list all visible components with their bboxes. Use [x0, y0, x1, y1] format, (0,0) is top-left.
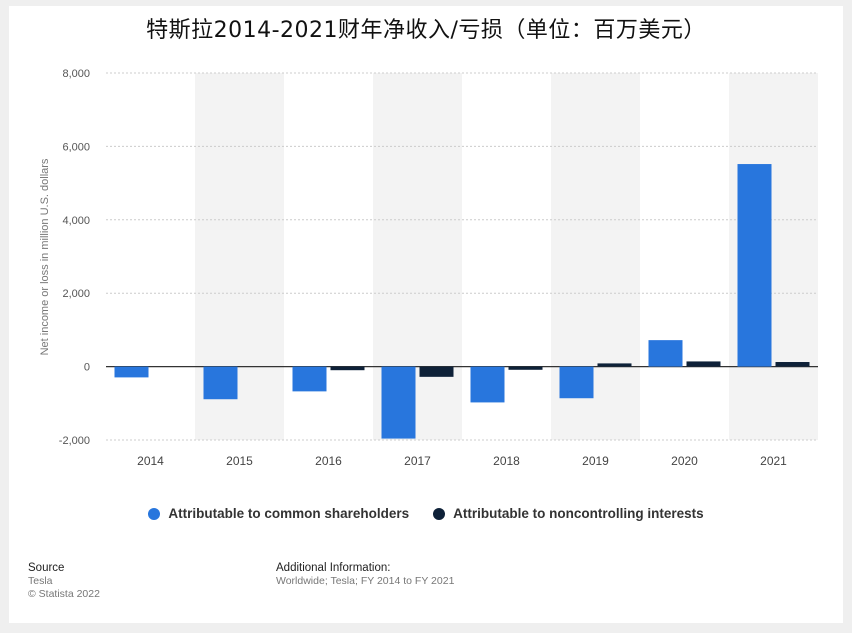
bar-common-2021 — [737, 164, 772, 367]
bar-noncontrolling-2020 — [686, 361, 721, 367]
x-tick-label: 2017 — [404, 454, 431, 468]
source-heading[interactable]: Source — [28, 562, 65, 574]
chart-title: 特斯拉2014-2021财年净收入/亏损（单位：百万美元） — [146, 18, 706, 43]
y-axis-label: Net income or loss in million U.S. dolla… — [39, 158, 51, 355]
additional-info-block: Additional Information: Worldwide; Tesla… — [276, 561, 454, 588]
bar-common-2017 — [381, 366, 416, 439]
bar-noncontrolling-2018 — [508, 366, 543, 370]
bar-common-2015 — [203, 366, 238, 400]
legend-label-common-shareholders: Attributable to common shareholders — [168, 506, 410, 521]
legend-dot-noncontrolling-interests — [433, 507, 446, 520]
source-block: Source Tesla © Statista 2022 — [28, 561, 100, 601]
bar-noncontrolling-2017 — [419, 366, 454, 377]
y-tick-label: 8,000 — [62, 68, 90, 80]
additional-info-heading[interactable]: Additional Information: — [276, 562, 391, 574]
legend-item-noncontrolling-interests[interactable]: Attributable to noncontrolling interests — [433, 506, 704, 521]
x-tick-label: 2021 — [760, 454, 787, 468]
legend-label-noncontrolling-interests: Attributable to noncontrolling interests — [453, 506, 704, 521]
legend: Attributable to common shareholders Attr… — [0, 506, 852, 521]
bar-common-2014 — [114, 366, 149, 378]
x-tick-label: 2019 — [582, 454, 609, 468]
y-tick-label: 4,000 — [62, 215, 90, 227]
y-tick-label: 2,000 — [62, 288, 90, 300]
legend-item-common-shareholders[interactable]: Attributable to common shareholders — [148, 506, 409, 521]
bar-common-2019 — [559, 366, 594, 399]
x-tick-label: 2020 — [671, 454, 698, 468]
x-tick-label: 2014 — [137, 454, 164, 468]
bar-common-2016 — [292, 366, 327, 392]
source-name: Tesla — [28, 575, 53, 587]
bar-common-2018 — [470, 366, 505, 403]
legend-dot-common-shareholders — [148, 507, 161, 520]
y-tick-label: 6,000 — [62, 141, 90, 153]
bar-common-2020 — [648, 340, 683, 367]
y-tick-label: 0 — [84, 362, 90, 374]
bar-noncontrolling-2021 — [775, 362, 810, 367]
bar-noncontrolling-2019 — [597, 363, 632, 367]
bar-noncontrolling-2016 — [330, 366, 365, 371]
x-tick-label: 2015 — [226, 454, 253, 468]
copyright: © Statista 2022 — [28, 588, 100, 600]
additional-info-text: Worldwide; Tesla; FY 2014 to FY 2021 — [276, 575, 455, 587]
y-tick-label: -2,000 — [59, 435, 90, 447]
x-tick-label: 2016 — [315, 454, 342, 468]
x-tick-label: 2018 — [493, 454, 520, 468]
